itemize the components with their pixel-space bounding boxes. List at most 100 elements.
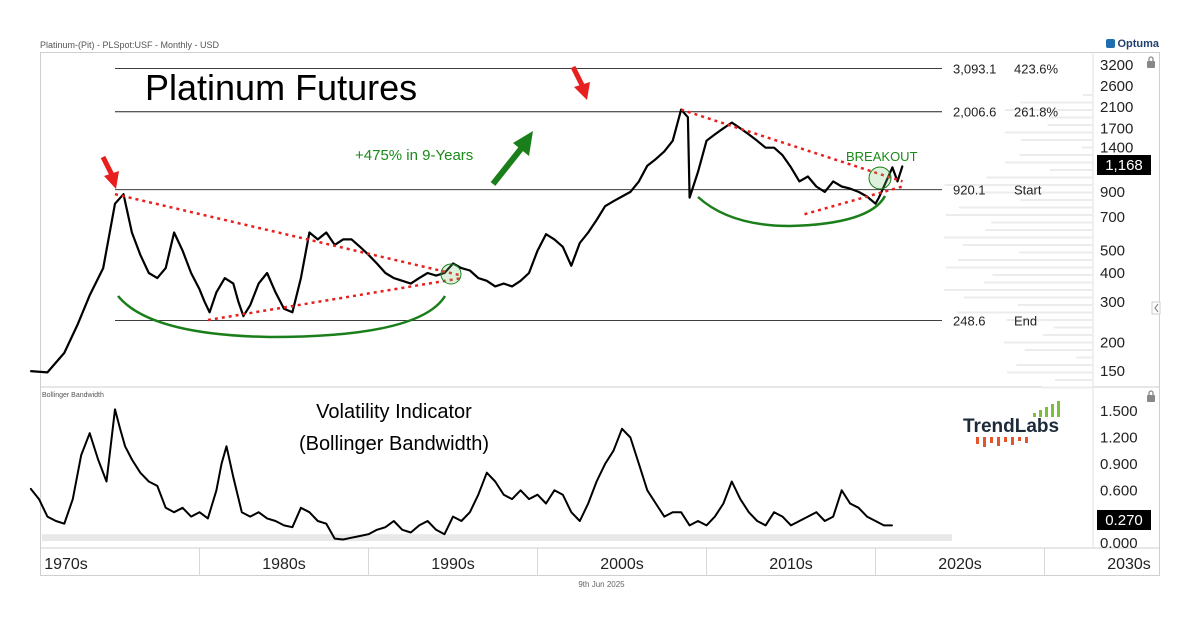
bandwidth-data-point — [38, 498, 40, 500]
gain-arrow-head — [513, 131, 533, 156]
price-data-point — [317, 238, 319, 240]
bandwidth-data-point — [29, 487, 32, 490]
bandwidth-data-point — [105, 480, 108, 483]
base-arc-2 — [697, 195, 887, 228]
bandwidth-tick-label: 1.200 — [1100, 430, 1138, 447]
collapse-chevron-icon[interactable] — [1151, 301, 1161, 315]
fib-level-tag: Start — [1014, 183, 1042, 198]
bandwidth-data-point — [63, 523, 65, 525]
price-data-point — [739, 127, 741, 129]
price-data-point — [156, 277, 158, 279]
bandwidth-data-point — [765, 524, 767, 527]
price-data-point — [891, 166, 894, 168]
bandwidth-data-point — [97, 458, 99, 461]
bandwidth-current-value: 0.270 — [1105, 512, 1143, 529]
bandwidth-data-point — [596, 480, 598, 483]
price-data-point — [511, 285, 513, 287]
bandwidth-data-point — [638, 463, 640, 465]
bandwidth-data-point — [401, 529, 403, 531]
bandwidth-series-line — [29, 408, 893, 541]
bandwidth-data-point — [697, 520, 699, 522]
bandwidth-data-point — [663, 516, 665, 518]
bandwidth-data-point — [342, 538, 344, 541]
price-data-point — [401, 280, 403, 282]
price-series-line — [30, 108, 904, 374]
peak-arrow-2-shaft — [570, 65, 585, 87]
bandwidth-data-point — [300, 507, 302, 509]
bandwidth-data-point — [570, 511, 572, 513]
price-data-point — [883, 185, 885, 188]
price-data-point — [773, 147, 775, 149]
bandwidth-data-point — [553, 489, 556, 491]
bandwidth-data-point — [241, 511, 243, 513]
x-tick-label: 1970s — [44, 556, 88, 573]
bandwidth-data-point — [114, 408, 116, 410]
price-data-point — [393, 277, 395, 279]
fib-level-value: 248.6 — [953, 314, 986, 329]
bandwidth-data-point — [756, 520, 758, 522]
price-data-point — [663, 150, 665, 152]
bandwidth-data-point — [511, 498, 513, 500]
bandwidth-data-point — [393, 520, 395, 522]
price-data-point — [722, 127, 725, 129]
bandwidth-data-point — [528, 498, 530, 500]
bandwidth-data-point — [198, 511, 201, 513]
price-tick-label: 1400 — [1100, 140, 1133, 157]
bandwidth-data-point — [190, 516, 192, 518]
bandwidth-data-point — [46, 516, 49, 518]
price-data-point — [291, 311, 293, 313]
bandwidth-data-point — [612, 450, 615, 452]
price-data-point — [612, 200, 615, 202]
bandwidth-data-point — [680, 511, 682, 513]
price-data-point — [646, 165, 648, 167]
bandwidth-data-point — [503, 494, 505, 496]
bandwidth-data-point — [841, 489, 843, 491]
price-data-point — [427, 272, 429, 274]
bandwidth-data-point — [858, 507, 860, 509]
price-data-point — [689, 197, 691, 199]
price-data-point — [503, 283, 505, 285]
bandwidth-data-point — [672, 511, 674, 513]
price-data-point — [672, 140, 674, 142]
price-data-point — [139, 254, 141, 256]
gain-arrow-shaft — [490, 143, 527, 186]
price-data-point — [545, 233, 547, 235]
price-data-point — [384, 272, 386, 274]
bandwidth-data-point — [258, 511, 260, 513]
breakout-circle-1 — [440, 263, 462, 285]
bandwidth-tick-label: 0.600 — [1100, 482, 1138, 499]
price-tick-label: 900 — [1100, 184, 1125, 201]
bandwidth-data-point — [866, 516, 868, 518]
price-data-point — [114, 203, 116, 205]
gain-annotation: +475% in 9-Years — [355, 147, 473, 164]
price-data-point — [901, 165, 904, 167]
price-axis-lock-icon[interactable] — [1147, 56, 1155, 68]
bandwidth-data-point — [646, 489, 648, 491]
price-data-point — [266, 272, 268, 274]
chart-source-label: Platinum-(Pit) - PLSpot:USF - Monthly - … — [40, 40, 220, 50]
price-data-point — [553, 238, 556, 240]
price-data-point — [587, 231, 589, 234]
chart-date: 9th Jun 2025 — [578, 580, 625, 589]
bandwidth-data-point — [139, 472, 141, 474]
bandwidth-data-point — [359, 535, 361, 537]
price-data-point — [832, 180, 834, 182]
price-data-point — [765, 147, 767, 149]
fib-level-value: 2,006.6 — [953, 105, 996, 120]
price-tick-label: 2100 — [1100, 99, 1133, 116]
bandwidth-data-point — [443, 533, 446, 535]
bandwidth-tick-label: 0.000 — [1100, 535, 1138, 552]
price-data-point — [486, 280, 488, 282]
trendlabs-logo: TrendLabs — [963, 401, 1060, 447]
price-data-point — [638, 180, 640, 182]
bandwidth-data-point — [72, 498, 74, 500]
price-data-point — [359, 246, 361, 248]
bandwidth-tick-label: 1.500 — [1100, 403, 1138, 420]
price-data-point — [798, 180, 801, 182]
price-data-point — [198, 288, 201, 290]
bandwidth-data-point — [748, 511, 750, 513]
bandwidth-data-point — [655, 502, 657, 505]
bandwidth-axis-lock-icon[interactable] — [1147, 390, 1155, 402]
price-data-point — [165, 267, 167, 269]
